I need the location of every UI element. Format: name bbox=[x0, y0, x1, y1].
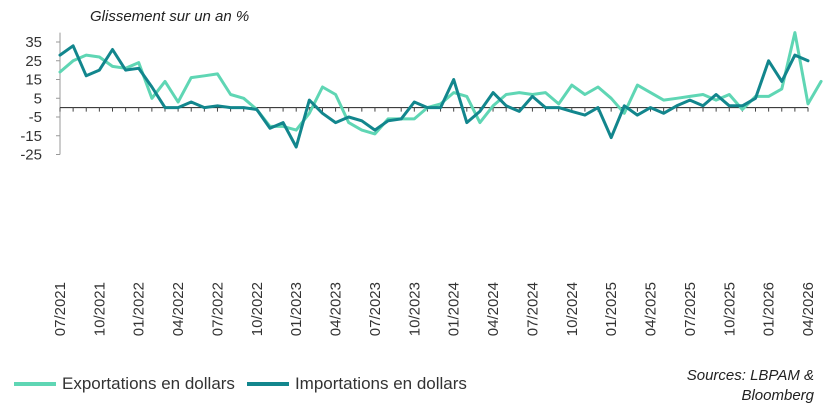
x-tick-label: 07/2023 bbox=[367, 282, 384, 336]
legend-item-exportations: Exportations en dollars bbox=[14, 374, 235, 394]
x-tick-label: 01/2022 bbox=[131, 282, 148, 336]
source-line-2: Bloomberg bbox=[741, 387, 814, 404]
source-line-1: Sources: LBPAM & bbox=[686, 367, 814, 384]
x-tick-label: 07/2022 bbox=[209, 282, 226, 336]
x-tick-label: 01/2024 bbox=[446, 282, 463, 336]
line-chart: 35 25 155 -5 -15 -25 07/2021 10/2021 01/2022 04/… bbox=[20, 31, 823, 336]
source-note: Sources: LBPAM & Bloomberg bbox=[687, 366, 814, 406]
y-tick-label: -25 bbox=[20, 147, 42, 164]
y-axis-title: Glissement sur un an % bbox=[90, 8, 250, 25]
series-line-importations bbox=[58, 44, 810, 149]
x-tick-label: 01/2023 bbox=[288, 282, 305, 336]
x-tick-label: 07/2024 bbox=[524, 282, 541, 336]
x-tick-label: 10/2025 bbox=[721, 282, 738, 336]
x-tick-label: 04/2025 bbox=[643, 282, 660, 336]
y-tick-label: 35 bbox=[25, 34, 42, 51]
y-tick-label: 15 bbox=[25, 72, 42, 89]
x-tick-label: 04/2023 bbox=[328, 282, 345, 336]
x-tick-label: 04/2026 bbox=[800, 282, 817, 336]
legend-item-importations: Importations en dollars bbox=[246, 374, 467, 394]
legend-swatch-importations bbox=[246, 382, 289, 386]
series-line-exportations bbox=[58, 31, 823, 136]
x-tick-label: 04/2024 bbox=[485, 282, 502, 336]
x-tick-label: 04/2022 bbox=[170, 282, 187, 336]
x-tick-label: 10/2023 bbox=[406, 282, 423, 336]
y-tick-label: -15 bbox=[20, 128, 42, 145]
x-tick-label: 10/2024 bbox=[564, 282, 581, 336]
x-tick-label: 01/2025 bbox=[603, 282, 620, 336]
y-tick-label: -5 bbox=[29, 109, 42, 126]
x-tick-label: 01/2026 bbox=[761, 282, 778, 336]
x-tick-label: 07/2025 bbox=[682, 282, 699, 336]
legend-label-importations: Importations en dollars bbox=[294, 374, 467, 393]
legend-label-exportations: Exportations en dollars bbox=[62, 374, 235, 393]
x-tick-label: 10/2022 bbox=[249, 282, 266, 336]
y-tick-label: 25 bbox=[25, 53, 42, 70]
x-tick-label: 10/2021 bbox=[91, 282, 108, 336]
legend: Exportations en dollars Importations en … bbox=[14, 374, 479, 394]
y-tick-label: 5 bbox=[34, 90, 42, 107]
legend-swatch-exportations bbox=[14, 382, 56, 386]
x-tick-label: 07/2021 bbox=[52, 282, 69, 336]
